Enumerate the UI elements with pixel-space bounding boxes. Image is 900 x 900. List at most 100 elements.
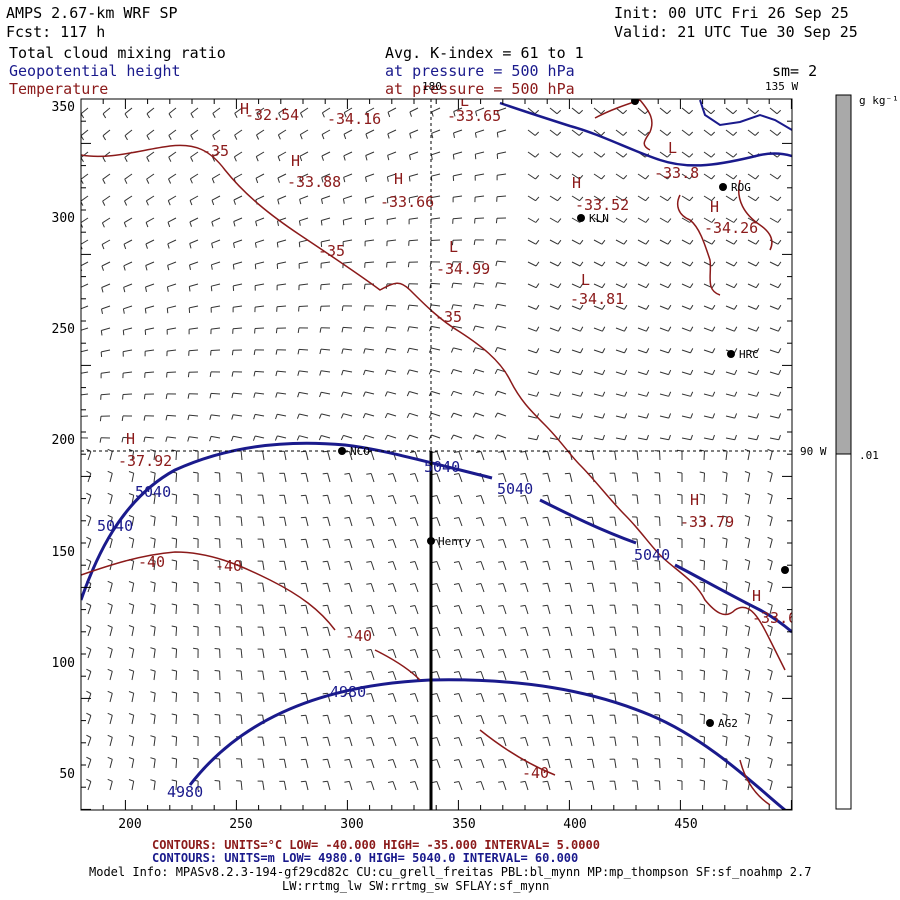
wind-barb <box>277 195 287 200</box>
wind-barb <box>527 437 537 441</box>
wind-barb-flag <box>473 282 476 288</box>
wind-barb-flag <box>193 735 199 738</box>
wind-barb-flag <box>410 715 416 717</box>
wind-barb <box>475 390 485 395</box>
wind-barb <box>305 649 309 659</box>
wind-barb-flag <box>322 450 328 453</box>
wind-barb-flag <box>601 239 606 245</box>
wind-barb <box>153 715 156 725</box>
wind-barb <box>659 670 661 681</box>
wind-barb-flag <box>214 538 220 540</box>
wind-barb <box>569 539 573 549</box>
wind-barb-flag <box>542 648 548 651</box>
extremum-mark: L <box>449 238 458 256</box>
wind-barb <box>569 693 573 703</box>
wind-barb <box>769 737 773 747</box>
wind-barb <box>131 737 135 747</box>
wind-barb <box>475 282 485 285</box>
wind-barb <box>593 349 603 354</box>
wind-barb <box>769 393 779 397</box>
wind-barb-flag <box>168 156 172 162</box>
wind-barb <box>409 129 419 134</box>
wind-barb-flag <box>128 493 134 496</box>
wind-barb-flag <box>431 715 438 718</box>
wind-barb <box>175 450 178 461</box>
wind-barb-flag <box>278 112 282 118</box>
wind-barb-flag <box>542 604 548 607</box>
wind-barb-flag <box>520 538 526 541</box>
wind-barb-flag <box>388 605 394 607</box>
wind-barb-flag <box>101 265 104 271</box>
station-label-ag2: AG2 <box>718 717 738 730</box>
wind-barb <box>591 627 595 637</box>
wind-barb-flag <box>253 349 256 355</box>
wind-barb <box>571 107 580 115</box>
wind-barb <box>436 693 441 703</box>
wind-barb-flag <box>722 537 728 540</box>
wind-barb-flag <box>767 690 773 694</box>
wind-barb <box>255 413 265 417</box>
wind-barb-flag <box>344 714 350 717</box>
wind-barb <box>747 495 751 505</box>
wind-barb-flag <box>388 583 394 585</box>
wind-barb-flag <box>777 283 782 288</box>
wind-barb-flag <box>645 283 650 288</box>
wind-barb <box>153 781 156 791</box>
wind-barb <box>524 539 529 549</box>
wind-barb <box>769 561 773 571</box>
wind-barb <box>175 692 178 703</box>
wind-barb-flag <box>744 691 750 694</box>
wind-barb <box>414 715 419 725</box>
wind-barb <box>769 195 778 202</box>
axis-ticks <box>80 98 792 810</box>
wind-barb <box>524 671 529 681</box>
wind-barb <box>703 415 713 419</box>
wind-barb <box>703 626 705 637</box>
wind-barb <box>497 412 507 417</box>
wind-barb <box>327 781 331 791</box>
wind-barb-flag <box>689 283 694 288</box>
wind-barb <box>659 239 669 245</box>
wind-barb <box>725 715 728 725</box>
wind-barb <box>547 495 551 505</box>
wind-barb <box>659 217 669 223</box>
wind-barb <box>211 217 221 223</box>
wind-barb <box>475 434 485 439</box>
wind-barb-flag <box>146 113 151 119</box>
extremum-mark: H <box>752 587 761 605</box>
wind-barb-flag <box>722 471 728 474</box>
wind-barb <box>153 583 156 593</box>
wind-barb <box>527 129 536 136</box>
wind-barb <box>571 151 580 158</box>
wind-barb-flag <box>690 348 694 354</box>
wind-barb-flag <box>321 134 325 140</box>
wind-barb-flag <box>384 391 388 397</box>
wind-barb <box>321 391 331 395</box>
wind-barb <box>659 538 661 549</box>
wind-barb <box>299 195 309 200</box>
wind-barb-flag <box>601 304 606 310</box>
wind-barb <box>659 604 661 615</box>
wind-barb <box>458 561 463 571</box>
wind-barb <box>240 736 243 747</box>
wind-barb <box>571 305 581 310</box>
wind-barb-flag <box>476 517 482 519</box>
temp-label: -40 <box>522 764 549 782</box>
wind-barb-flag <box>474 154 477 160</box>
wind-barb <box>547 451 551 461</box>
wind-barb <box>131 473 135 483</box>
wind-barb <box>615 261 625 267</box>
x-tick-label: 350 <box>452 817 475 832</box>
wind-barb <box>614 627 617 637</box>
wind-barb <box>569 495 573 505</box>
wind-barb <box>87 517 92 527</box>
wind-barb <box>659 648 661 659</box>
wind-barb <box>547 759 551 769</box>
extremum-mark: L <box>581 271 590 289</box>
wind-barb <box>348 649 353 659</box>
wind-barb <box>370 715 375 725</box>
wind-barb <box>725 415 735 419</box>
wind-barb-flag <box>535 326 540 332</box>
station-east-edge <box>781 566 789 574</box>
wind-barb-flag <box>744 471 750 474</box>
